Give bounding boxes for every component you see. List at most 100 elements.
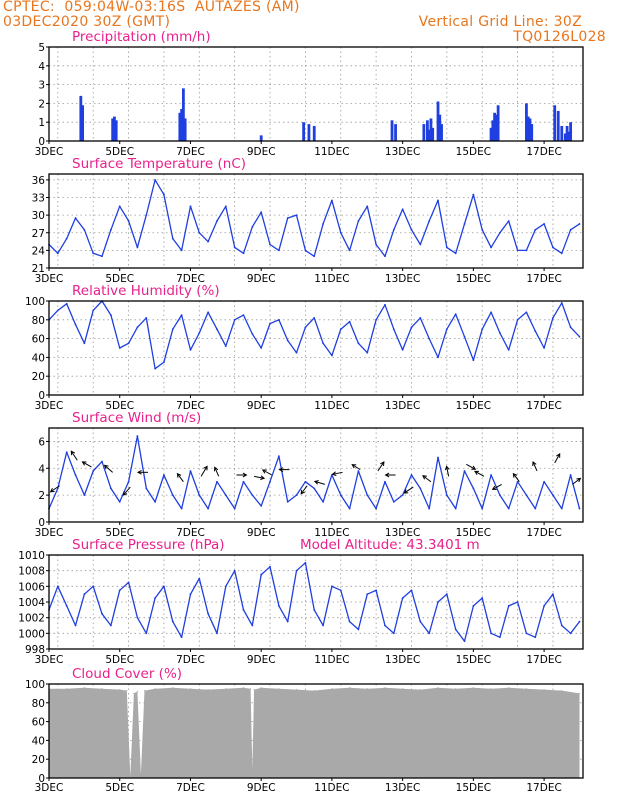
pressure-panel: 998 1000 1002 1004 1006 1008 1010 3DEC 5DEC 7DEC 9… — [18, 537, 584, 666]
wind-arrow-head — [300, 489, 306, 495]
humidity-data-point — [392, 328, 395, 331]
cloud-cover-point — [225, 688, 227, 690]
pressure-data-point — [481, 597, 484, 599]
cloud-cover-point — [508, 687, 510, 689]
wind-data-point — [445, 494, 448, 497]
wind-data-point — [251, 494, 254, 497]
wind-data-point — [339, 494, 342, 497]
pressure-data-point — [109, 624, 112, 627]
wind-data-point — [525, 494, 528, 497]
cloud-cover-point — [561, 689, 563, 692]
pressure-data-point — [437, 601, 439, 603]
wind-ytick-label: 6 — [38, 436, 45, 448]
humidity-data-point — [171, 328, 174, 331]
pressure-data-point — [331, 585, 333, 588]
pressure-ytick-label: 998 — [25, 644, 45, 656]
wind-data-point — [180, 507, 183, 510]
wind-data-point — [560, 507, 563, 510]
pressure-data-point — [348, 620, 351, 623]
humidity-data-point — [490, 311, 492, 314]
wind-title: Surface Wind (m/s) — [72, 410, 201, 426]
wind-arrow-head — [532, 461, 537, 466]
cloud-cover-point — [140, 773, 142, 775]
humidity-data-point — [454, 313, 457, 316]
wind-data-point — [401, 494, 404, 497]
temperature-data-point — [109, 228, 112, 231]
precipitation-xtick-label: 5DEC — [105, 146, 134, 158]
pressure-frame — [48, 554, 584, 650]
precip-bar — [307, 124, 311, 141]
pressure-data-point — [357, 628, 360, 631]
wind-arrow — [474, 470, 485, 477]
temperature-data-point — [101, 255, 103, 258]
wind-arrow-head — [49, 487, 55, 493]
pressure-data-point — [445, 593, 448, 596]
wind-data-point — [83, 494, 86, 497]
humidity-data-point — [375, 318, 378, 321]
cloud-cover-point — [83, 687, 85, 689]
humidity-data-point — [83, 342, 86, 345]
temperature-data-point — [507, 220, 510, 222]
cloud-cover-ytick-label: 40 — [32, 735, 45, 747]
model-altitude: Model Altitude: 43.3401 m — [300, 537, 480, 553]
humidity-xtick-label: 7DEC — [176, 400, 205, 412]
wind-ytick-label: 0 — [38, 517, 45, 529]
wind-xtick-label: 7DEC — [176, 527, 205, 539]
temperature-ytick-label: 33 — [32, 193, 45, 205]
precipitation-xtick-label: 9DEC — [247, 146, 276, 158]
temperature-data-point — [207, 240, 210, 243]
wind-arrow — [466, 463, 476, 470]
wind-data-point — [163, 474, 165, 476]
humidity-data-point — [233, 318, 236, 321]
precip-bar — [525, 103, 528, 141]
cloud-cover-ytick-label: 20 — [32, 754, 45, 766]
temperature-ytick-label: 24 — [32, 245, 46, 257]
wind-xtick-label: 3DEC — [35, 527, 64, 539]
humidity-data-point — [410, 326, 413, 329]
pressure-data-point — [65, 605, 68, 607]
wind-data-point — [109, 487, 112, 490]
precip-bar — [569, 122, 573, 141]
precip-bar — [178, 112, 182, 141]
pressure-data-point — [295, 569, 298, 572]
precip-bar — [113, 116, 116, 141]
wind-data-point — [419, 487, 422, 490]
humidity-data-point — [189, 348, 192, 351]
pressure-data-point — [286, 620, 289, 623]
wind-arrow — [262, 469, 273, 476]
wind-data-point — [224, 494, 227, 497]
precip-bar — [494, 114, 498, 141]
wind-data-point — [260, 504, 263, 507]
temperature-data-point — [233, 246, 236, 249]
wind-data-point — [463, 470, 466, 472]
humidity-data-point — [65, 302, 68, 305]
wind-data-point — [481, 507, 484, 510]
temperature-data-point — [74, 217, 77, 219]
temperature-xtick-label: 13DEC — [385, 273, 420, 285]
cloud-cover-xtick-label: 7DEC — [176, 782, 205, 794]
humidity-data-point — [136, 326, 139, 329]
temperature-data-point — [224, 205, 227, 208]
wind-xtick-label: 11DEC — [314, 527, 349, 539]
humidity-data-point — [419, 317, 422, 319]
cloud-cover-frame — [48, 683, 584, 779]
wind-data-point — [154, 500, 156, 503]
temperature-data-point — [578, 223, 581, 225]
precip-bar — [111, 118, 115, 141]
pressure-data-point — [56, 585, 59, 588]
cloud-cover-point — [189, 688, 192, 690]
cloud-cover-point — [366, 688, 368, 690]
precip-bar — [563, 133, 567, 141]
humidity-data-point — [260, 347, 263, 349]
wind-data-point — [277, 455, 280, 458]
run-date: 03DEC2020 30Z (GMT) — [3, 14, 171, 30]
temperature-frame — [48, 173, 584, 269]
wind-arrow-head — [70, 450, 76, 456]
pressure-data-point — [154, 597, 156, 599]
precip-bar — [560, 125, 564, 141]
precipitation-title: Precipitation (mm/h) — [72, 29, 211, 45]
pressure-data-point — [463, 640, 466, 643]
cloud-cover-point — [126, 689, 128, 692]
wind-arrow — [82, 461, 92, 468]
humidity-data-point — [525, 311, 528, 314]
